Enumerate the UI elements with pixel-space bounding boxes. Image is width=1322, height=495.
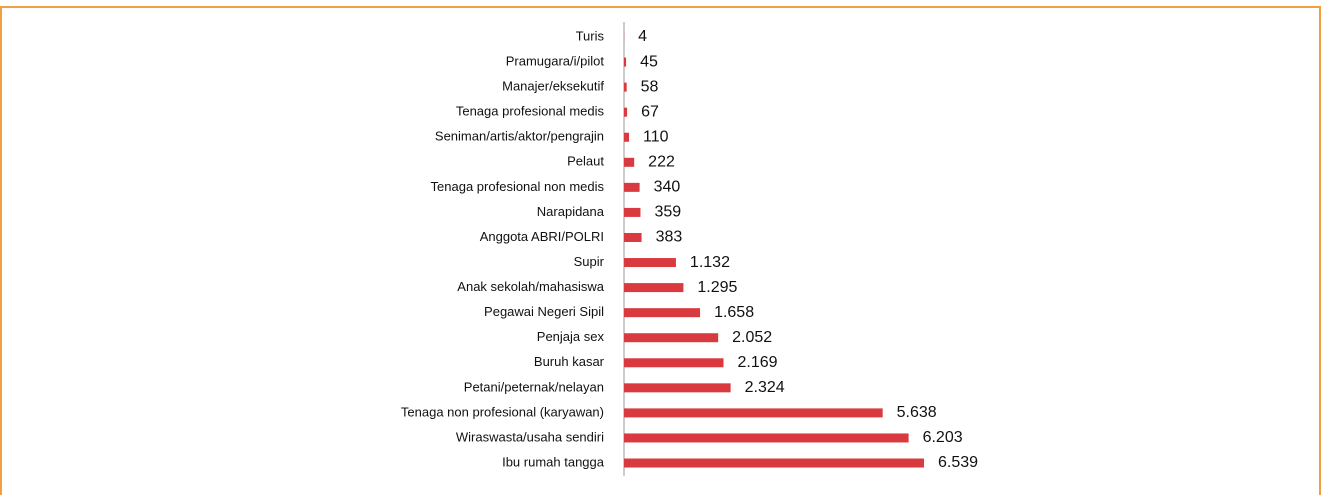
category-label: Anggota ABRI/POLRI [480,229,604,244]
category-label: Pegawai Negeri Sipil [484,304,604,319]
bar [624,82,627,92]
category-label: Anak sekolah/mahasiswa [457,279,604,294]
frame [0,6,1321,495]
value-label: 4 [638,28,647,45]
bar [624,57,627,67]
category-label: Ibu rumah tangga [502,454,605,469]
value-label: 2.169 [738,354,778,371]
category-label: Turis [576,28,605,43]
value-label: 1.132 [690,254,730,271]
value-label: 110 [643,128,669,145]
value-label: 1.658 [714,304,754,321]
value-label: 340 [654,179,681,196]
category-label: Manajer/eksekutif [502,79,604,94]
bar [624,258,676,268]
value-label: 58 [641,78,659,95]
bar [624,182,640,192]
bar [624,433,909,443]
category-label: Buruh kasar [534,354,605,369]
value-label: 222 [648,154,675,171]
bar [624,308,701,318]
value-label: 45 [640,53,658,70]
value-label: 1.295 [697,279,737,296]
bar [624,333,719,343]
category-label: Pramugara/i/pilot [506,53,605,68]
bar [624,408,883,418]
value-label: 5.638 [897,404,937,421]
category-label: Tenaga non profesional (karyawan) [401,404,604,419]
value-label: 6.539 [938,454,978,471]
bar [624,157,635,167]
value-label: 6.203 [923,429,963,446]
bar [624,107,628,117]
category-label: Wiraswasta/usaha sendiri [456,429,604,444]
category-label: Penjaja sex [537,329,605,344]
category-label: Petani/peternak/nelayan [464,379,604,394]
value-label: 359 [654,204,681,221]
bar [624,232,642,242]
category-label: Narapidana [537,204,605,219]
value-label: 2.052 [732,329,772,346]
category-label: Supir [574,254,605,269]
value-label: 67 [641,103,659,120]
bar [624,383,731,393]
bar [624,207,641,217]
category-label: Pelaut [567,154,604,169]
value-label: 383 [656,229,683,246]
category-label: Tenaga profesional medis [456,104,605,119]
value-label: 2.324 [745,379,785,396]
bar [624,283,684,293]
category-label: Seniman/artis/aktor/pengrajin [435,129,604,144]
bar [624,132,630,142]
bar [624,358,724,368]
category-label: Tenaga profesional non medis [431,179,605,194]
bar [624,458,925,468]
